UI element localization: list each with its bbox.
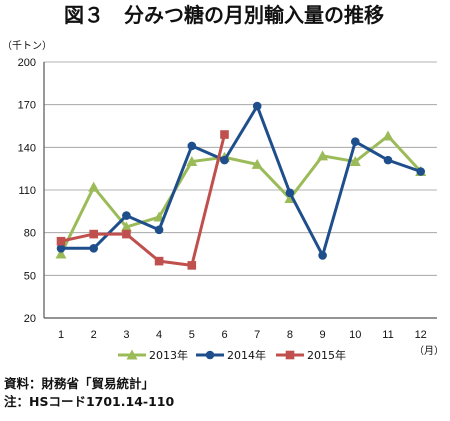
triangle-marker bbox=[120, 221, 132, 232]
circle-marker bbox=[416, 167, 426, 176]
square-marker bbox=[56, 236, 66, 246]
triangle-marker bbox=[382, 130, 394, 141]
legend-item: 2015年 bbox=[276, 348, 346, 362]
square-marker bbox=[220, 130, 229, 139]
x-tick-label: 1 bbox=[58, 329, 64, 341]
square-marker bbox=[89, 229, 98, 239]
x-tick-label: 7 bbox=[254, 329, 260, 341]
square-marker bbox=[122, 229, 131, 239]
circle-marker bbox=[154, 225, 164, 235]
y-tick-label: 20 bbox=[24, 313, 36, 325]
triangle-marker bbox=[55, 248, 67, 259]
y-tick-labels: 20 50 80 110 140 170 200 bbox=[18, 57, 36, 325]
legend-label: 2014年 bbox=[227, 348, 266, 362]
series-group bbox=[55, 101, 427, 270]
square-marker bbox=[154, 256, 164, 266]
circle-marker bbox=[252, 101, 262, 111]
x-tick-label: 8 bbox=[287, 329, 293, 341]
triangle-marker bbox=[88, 181, 100, 192]
x-tick-label: 11 bbox=[382, 329, 393, 341]
series-line bbox=[60, 134, 226, 267]
triangle-marker bbox=[349, 156, 361, 167]
circle-marker bbox=[56, 244, 66, 253]
circle-marker bbox=[351, 137, 360, 146]
square-marker bbox=[285, 350, 295, 360]
x-tick-label: 3 bbox=[123, 329, 129, 341]
legend-label: 2015年 bbox=[307, 348, 346, 362]
y-tick-label: 110 bbox=[18, 185, 36, 197]
series-line bbox=[59, 134, 422, 255]
circle-marker bbox=[318, 251, 327, 260]
circle-marker bbox=[205, 350, 215, 360]
circle-marker bbox=[187, 141, 197, 151]
y-tick-label: 140 bbox=[18, 142, 36, 154]
y-tick-label: 170 bbox=[18, 100, 36, 112]
x-tick-labels: 1 2 3 4 5 6 7 8 9 10 11 12 bbox=[58, 329, 427, 341]
x-tick-label: 5 bbox=[189, 329, 195, 341]
x-tick-label: 4 bbox=[156, 329, 162, 341]
triangle-marker bbox=[126, 349, 138, 360]
square-marker bbox=[187, 261, 197, 270]
triangle-marker bbox=[317, 150, 329, 161]
x-tick-label: 2 bbox=[91, 329, 97, 341]
y-axis-unit: （千トン） bbox=[2, 40, 52, 52]
source-note: 資料：財務省「貿易統計」 bbox=[4, 376, 155, 391]
legend-item: 2013年 bbox=[118, 348, 188, 362]
x-axis-unit: （月） bbox=[414, 345, 444, 357]
legend-label: 2013年 bbox=[149, 348, 188, 362]
x-tick-label: 9 bbox=[320, 329, 326, 341]
circle-marker bbox=[122, 211, 131, 220]
legend: 2013年 2014年 2015年 bbox=[118, 348, 346, 362]
circle-marker bbox=[285, 188, 295, 198]
x-tick-label: 6 bbox=[221, 329, 227, 341]
series-2014年 bbox=[56, 101, 426, 260]
hs-code-note: 注：HSコード1701.14-110 bbox=[4, 394, 175, 409]
series-line bbox=[61, 104, 422, 257]
triangle-marker bbox=[186, 156, 198, 167]
circle-marker bbox=[220, 155, 229, 165]
y-tick-label: 50 bbox=[24, 270, 36, 282]
chart-title: 図３ 分みつ糖の月別輸入量の推移 bbox=[64, 3, 384, 27]
legend-item: 2014年 bbox=[196, 348, 266, 362]
triangle-marker bbox=[251, 158, 263, 169]
gridlines bbox=[43, 61, 437, 319]
series-2015年 bbox=[56, 130, 229, 270]
x-tick-label: 10 bbox=[349, 329, 361, 341]
circle-marker bbox=[89, 244, 98, 253]
y-tick-label: 80 bbox=[24, 228, 36, 240]
y-tick-label: 200 bbox=[18, 57, 36, 69]
circle-marker bbox=[383, 155, 393, 165]
x-tick-label: 12 bbox=[415, 329, 427, 341]
